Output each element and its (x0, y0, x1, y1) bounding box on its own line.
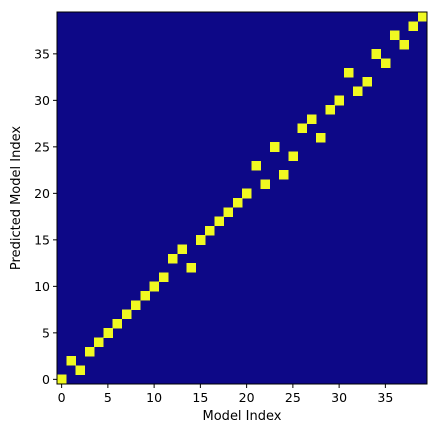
y-axis-ticks: 0 5 10 15 20 25 30 35 (34, 46, 57, 387)
x-axis-label: Model Index (203, 409, 282, 424)
heatmap-cell (260, 179, 271, 189)
y-tick-label: 5 (42, 325, 50, 340)
heatmap-cell (380, 58, 391, 69)
heatmap-cell (112, 318, 123, 329)
x-tick-label: 5 (104, 390, 112, 405)
heatmap-cell (223, 207, 234, 217)
heatmap-cell (417, 12, 428, 22)
heatmap-cell (232, 198, 243, 208)
x-tick-label: 0 (58, 390, 66, 405)
y-tick-label: 15 (34, 232, 50, 247)
heatmap-cell (306, 114, 317, 124)
heatmap-cell (371, 49, 382, 59)
y-tick-label: 35 (34, 46, 50, 61)
heatmap-cell (288, 151, 298, 162)
heatmap-cell (390, 30, 400, 41)
heatmap-cell (251, 160, 261, 171)
x-tick-label: 10 (146, 390, 162, 405)
heatmap-cell (57, 374, 67, 385)
heatmap-cell (269, 142, 280, 152)
heatmap-cell (140, 291, 150, 301)
heatmap-cell (94, 337, 104, 348)
heatmap-cell (408, 21, 419, 31)
x-tick-label: 15 (192, 390, 208, 405)
y-tick-label: 0 (42, 372, 50, 387)
heatmap-cell (66, 356, 76, 366)
heatmap-cell (334, 95, 345, 106)
x-axis-ticks: 0 5 10 15 20 25 30 35 (58, 384, 393, 405)
heatmap-cell (279, 170, 289, 180)
heatmap-cell (242, 188, 252, 199)
y-axis-label: Predicted Model Index (9, 126, 24, 270)
heatmap-cell (214, 216, 224, 227)
heatmap-cell (84, 346, 95, 357)
heatmap-cell (316, 132, 326, 143)
heatmap-cell (103, 328, 113, 338)
heatmap-cell (362, 77, 372, 87)
heatmap-cell (297, 123, 308, 134)
x-tick-label: 20 (239, 390, 255, 405)
y-tick-label: 30 (34, 93, 50, 108)
heatmap-cell (168, 253, 178, 264)
heatmap-cell (131, 300, 141, 310)
heatmap-cell (325, 105, 335, 115)
y-tick-label: 25 (34, 139, 50, 154)
heatmap-cell (177, 244, 187, 255)
plot-frame (56, 11, 428, 385)
y-tick-label: 10 (34, 279, 50, 294)
x-tick-label: 25 (285, 390, 301, 405)
y-tick-label: 20 (34, 186, 50, 201)
x-tick-label: 35 (377, 390, 393, 405)
x-tick-label: 30 (331, 390, 347, 405)
heatmap-cell (158, 272, 169, 282)
heatmap-cell (205, 225, 215, 236)
heatmap-cell (195, 235, 206, 245)
heatmap-cell (399, 39, 409, 50)
heatmap-cell (121, 309, 132, 320)
heatmap-cell (343, 67, 354, 78)
heatmap-cell (75, 365, 86, 375)
plot-area (56, 11, 428, 385)
heatmap-cell (186, 263, 197, 273)
heatmap-cell (149, 281, 160, 292)
heatmap-cell (353, 86, 363, 96)
